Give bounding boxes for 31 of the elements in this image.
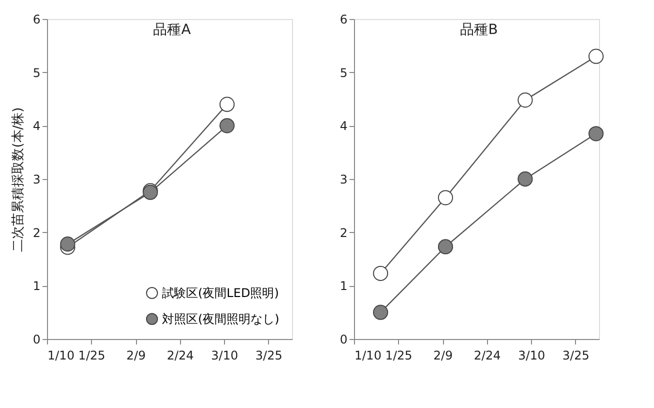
y-tick-label: 0 [340,332,348,346]
x-tick-label: 1/10 [354,348,382,362]
x-tick-label: 1/25 [385,348,412,362]
y-axis-title: 二次苗累積採取数(本/株) [10,107,26,252]
x-tick-label: 2/9 [433,348,453,362]
legend-label: 試験区(夜間LED照明) [162,286,279,300]
y-tick-label: 1 [340,279,348,294]
x-tick-label: 1/10 [48,348,74,362]
y-tick-label: 4 [32,119,40,134]
y-tick-label: 3 [32,172,40,186]
y-tick-label: 0 [32,332,40,346]
y-tick-label: 3 [340,172,348,186]
x-tick-label: 1/25 [78,348,106,362]
y-tick-label: 4 [340,119,348,134]
y-tick-label: 2 [340,226,348,240]
x-tick-label: 2/9 [126,348,146,362]
y-tick-label: 5 [340,66,348,80]
x-tick-label: 3/10 [211,348,238,362]
x-tick-label: 3/25 [562,348,590,362]
x-tick-label: 2/24 [474,348,501,362]
chart-title: 品種A [153,22,192,38]
chart-title: 品種B [460,22,498,38]
x-tick-label: 3/10 [518,348,546,362]
y-tick-label: 2 [32,226,40,240]
legend-label: 対照区(夜間照明なし) [162,312,280,326]
x-tick-label: 3/25 [255,348,282,362]
y-tick-label: 6 [340,12,348,26]
x-tick-label: 2/24 [166,348,194,362]
y-tick-label: 1 [32,279,40,294]
y-tick-label: 5 [32,66,40,80]
y-tick-label: 6 [32,12,40,26]
